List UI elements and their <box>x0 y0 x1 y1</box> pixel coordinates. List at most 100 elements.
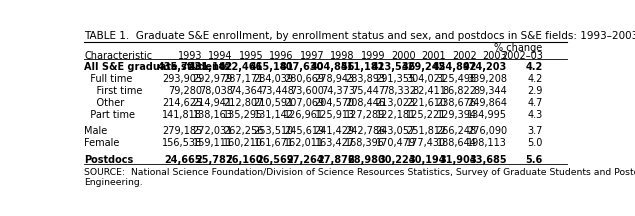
Text: 422,466: 422,466 <box>219 62 264 72</box>
Text: 127,289: 127,289 <box>345 110 385 120</box>
Text: 27,876: 27,876 <box>317 155 355 165</box>
Text: 82,411: 82,411 <box>412 86 446 96</box>
Text: 1996: 1996 <box>269 51 294 60</box>
Text: 435,723: 435,723 <box>158 62 202 72</box>
Text: 251,812: 251,812 <box>406 126 446 136</box>
Text: 89,344: 89,344 <box>474 86 507 96</box>
Text: 413,536: 413,536 <box>371 62 416 72</box>
Text: 262,256: 262,256 <box>223 126 264 136</box>
Text: 170,479: 170,479 <box>376 138 416 148</box>
Text: 134,995: 134,995 <box>467 110 507 120</box>
Text: Male: Male <box>84 126 107 136</box>
Text: 33,685: 33,685 <box>470 155 507 165</box>
Text: 30,224: 30,224 <box>378 155 416 165</box>
Text: 1995: 1995 <box>239 51 264 60</box>
Text: Other: Other <box>84 98 124 108</box>
Text: 2002–03: 2002–03 <box>501 51 543 61</box>
Text: TABLE 1.  Graduate S&E enrollment, by enrollment status and sex, and postdocs in: TABLE 1. Graduate S&E enrollment, by enr… <box>84 31 635 41</box>
Text: 31,904: 31,904 <box>439 155 477 165</box>
Text: 2000: 2000 <box>391 51 416 60</box>
Text: 287,171: 287,171 <box>223 74 264 84</box>
Text: 411,182: 411,182 <box>341 62 385 72</box>
Text: 266,248: 266,248 <box>437 126 477 136</box>
Text: 272,031: 272,031 <box>192 126 232 136</box>
Text: 339,208: 339,208 <box>467 74 507 84</box>
Text: 75,447: 75,447 <box>351 86 385 96</box>
Text: 1997: 1997 <box>300 51 324 60</box>
Text: 25,787: 25,787 <box>195 155 232 165</box>
Text: All S&E graduate students: All S&E graduate students <box>84 62 230 72</box>
Text: 125,221: 125,221 <box>406 110 446 120</box>
Text: 4.3: 4.3 <box>528 110 543 120</box>
Text: 73,448: 73,448 <box>260 86 294 96</box>
Text: 4.7: 4.7 <box>527 98 543 108</box>
Text: 293,905: 293,905 <box>162 74 202 84</box>
Text: Full time: Full time <box>84 74 133 84</box>
Text: 214,941: 214,941 <box>192 98 232 108</box>
Text: 3.7: 3.7 <box>527 126 543 136</box>
Text: 129,394: 129,394 <box>437 110 477 120</box>
Text: 141,818: 141,818 <box>163 110 202 120</box>
Text: 407,630: 407,630 <box>280 62 324 72</box>
Text: 26,569: 26,569 <box>257 155 294 165</box>
Text: 278,943: 278,943 <box>314 74 355 84</box>
Text: 221,610: 221,610 <box>406 98 446 108</box>
Text: 5.6: 5.6 <box>525 155 543 165</box>
Text: 2.9: 2.9 <box>527 86 543 96</box>
Text: 213,023: 213,023 <box>376 98 416 108</box>
Text: 74,364: 74,364 <box>229 86 264 96</box>
Text: 249,864: 249,864 <box>467 98 507 108</box>
Text: 27,264: 27,264 <box>287 155 324 165</box>
Text: 454,892: 454,892 <box>432 62 477 72</box>
Text: 26,160: 26,160 <box>225 155 264 165</box>
Text: 325,498: 325,498 <box>437 74 477 84</box>
Text: 135,295: 135,295 <box>223 110 264 120</box>
Text: 30,194: 30,194 <box>409 155 446 165</box>
Text: 125,913: 125,913 <box>314 110 355 120</box>
Text: 73,600: 73,600 <box>290 86 324 96</box>
Text: 241,429: 241,429 <box>314 126 355 136</box>
Text: 291,355: 291,355 <box>375 74 416 84</box>
Text: Characteristic: Characteristic <box>84 51 152 60</box>
Text: 1998: 1998 <box>330 51 355 60</box>
Text: 78,332: 78,332 <box>382 86 416 96</box>
Text: 238,676: 238,676 <box>437 98 477 108</box>
Text: 279,185: 279,185 <box>162 126 202 136</box>
Text: 160,210: 160,210 <box>224 138 264 148</box>
Text: 245,619: 245,619 <box>284 126 324 136</box>
Text: 162,011: 162,011 <box>284 138 324 148</box>
Text: Part time: Part time <box>84 110 135 120</box>
Text: 431,142: 431,142 <box>189 62 232 72</box>
Text: 131,142: 131,142 <box>254 110 294 120</box>
Text: 304,021: 304,021 <box>406 74 446 84</box>
Text: 79,280: 79,280 <box>168 86 202 96</box>
Text: 284,039: 284,039 <box>254 74 294 84</box>
Text: 292,979: 292,979 <box>192 74 232 84</box>
Text: 86,822: 86,822 <box>443 86 477 96</box>
Text: SOURCE:  National Science Foundation/Division of Science Resources Statistics, S: SOURCE: National Science Foundation/Divi… <box>84 168 635 187</box>
Text: 283,893: 283,893 <box>345 74 385 84</box>
Text: 212,807: 212,807 <box>223 98 264 108</box>
Text: 161,671: 161,671 <box>254 138 294 148</box>
Text: 188,644: 188,644 <box>437 138 477 148</box>
Text: Female: Female <box>84 138 119 148</box>
Text: 1994: 1994 <box>208 51 232 60</box>
Text: 2001: 2001 <box>422 51 446 60</box>
Text: 126,961: 126,961 <box>284 110 324 120</box>
Text: Postdocs: Postdocs <box>84 155 133 165</box>
Text: 168,396: 168,396 <box>345 138 385 148</box>
Text: 210,591: 210,591 <box>253 98 294 108</box>
Text: 214,625: 214,625 <box>162 98 202 108</box>
Text: 2002: 2002 <box>452 51 477 60</box>
Text: 1999: 1999 <box>361 51 385 60</box>
Text: 429,242: 429,242 <box>402 62 446 72</box>
Text: 28,980: 28,980 <box>347 155 385 165</box>
Text: 74,373: 74,373 <box>321 86 355 96</box>
Text: 5.0: 5.0 <box>527 138 543 148</box>
Text: 243,057: 243,057 <box>375 126 416 136</box>
Text: 163,427: 163,427 <box>314 138 355 148</box>
Text: 159,111: 159,111 <box>192 138 232 148</box>
Text: 208,446: 208,446 <box>345 98 385 108</box>
Text: 156,538: 156,538 <box>162 138 202 148</box>
Text: 138,163: 138,163 <box>193 110 232 120</box>
